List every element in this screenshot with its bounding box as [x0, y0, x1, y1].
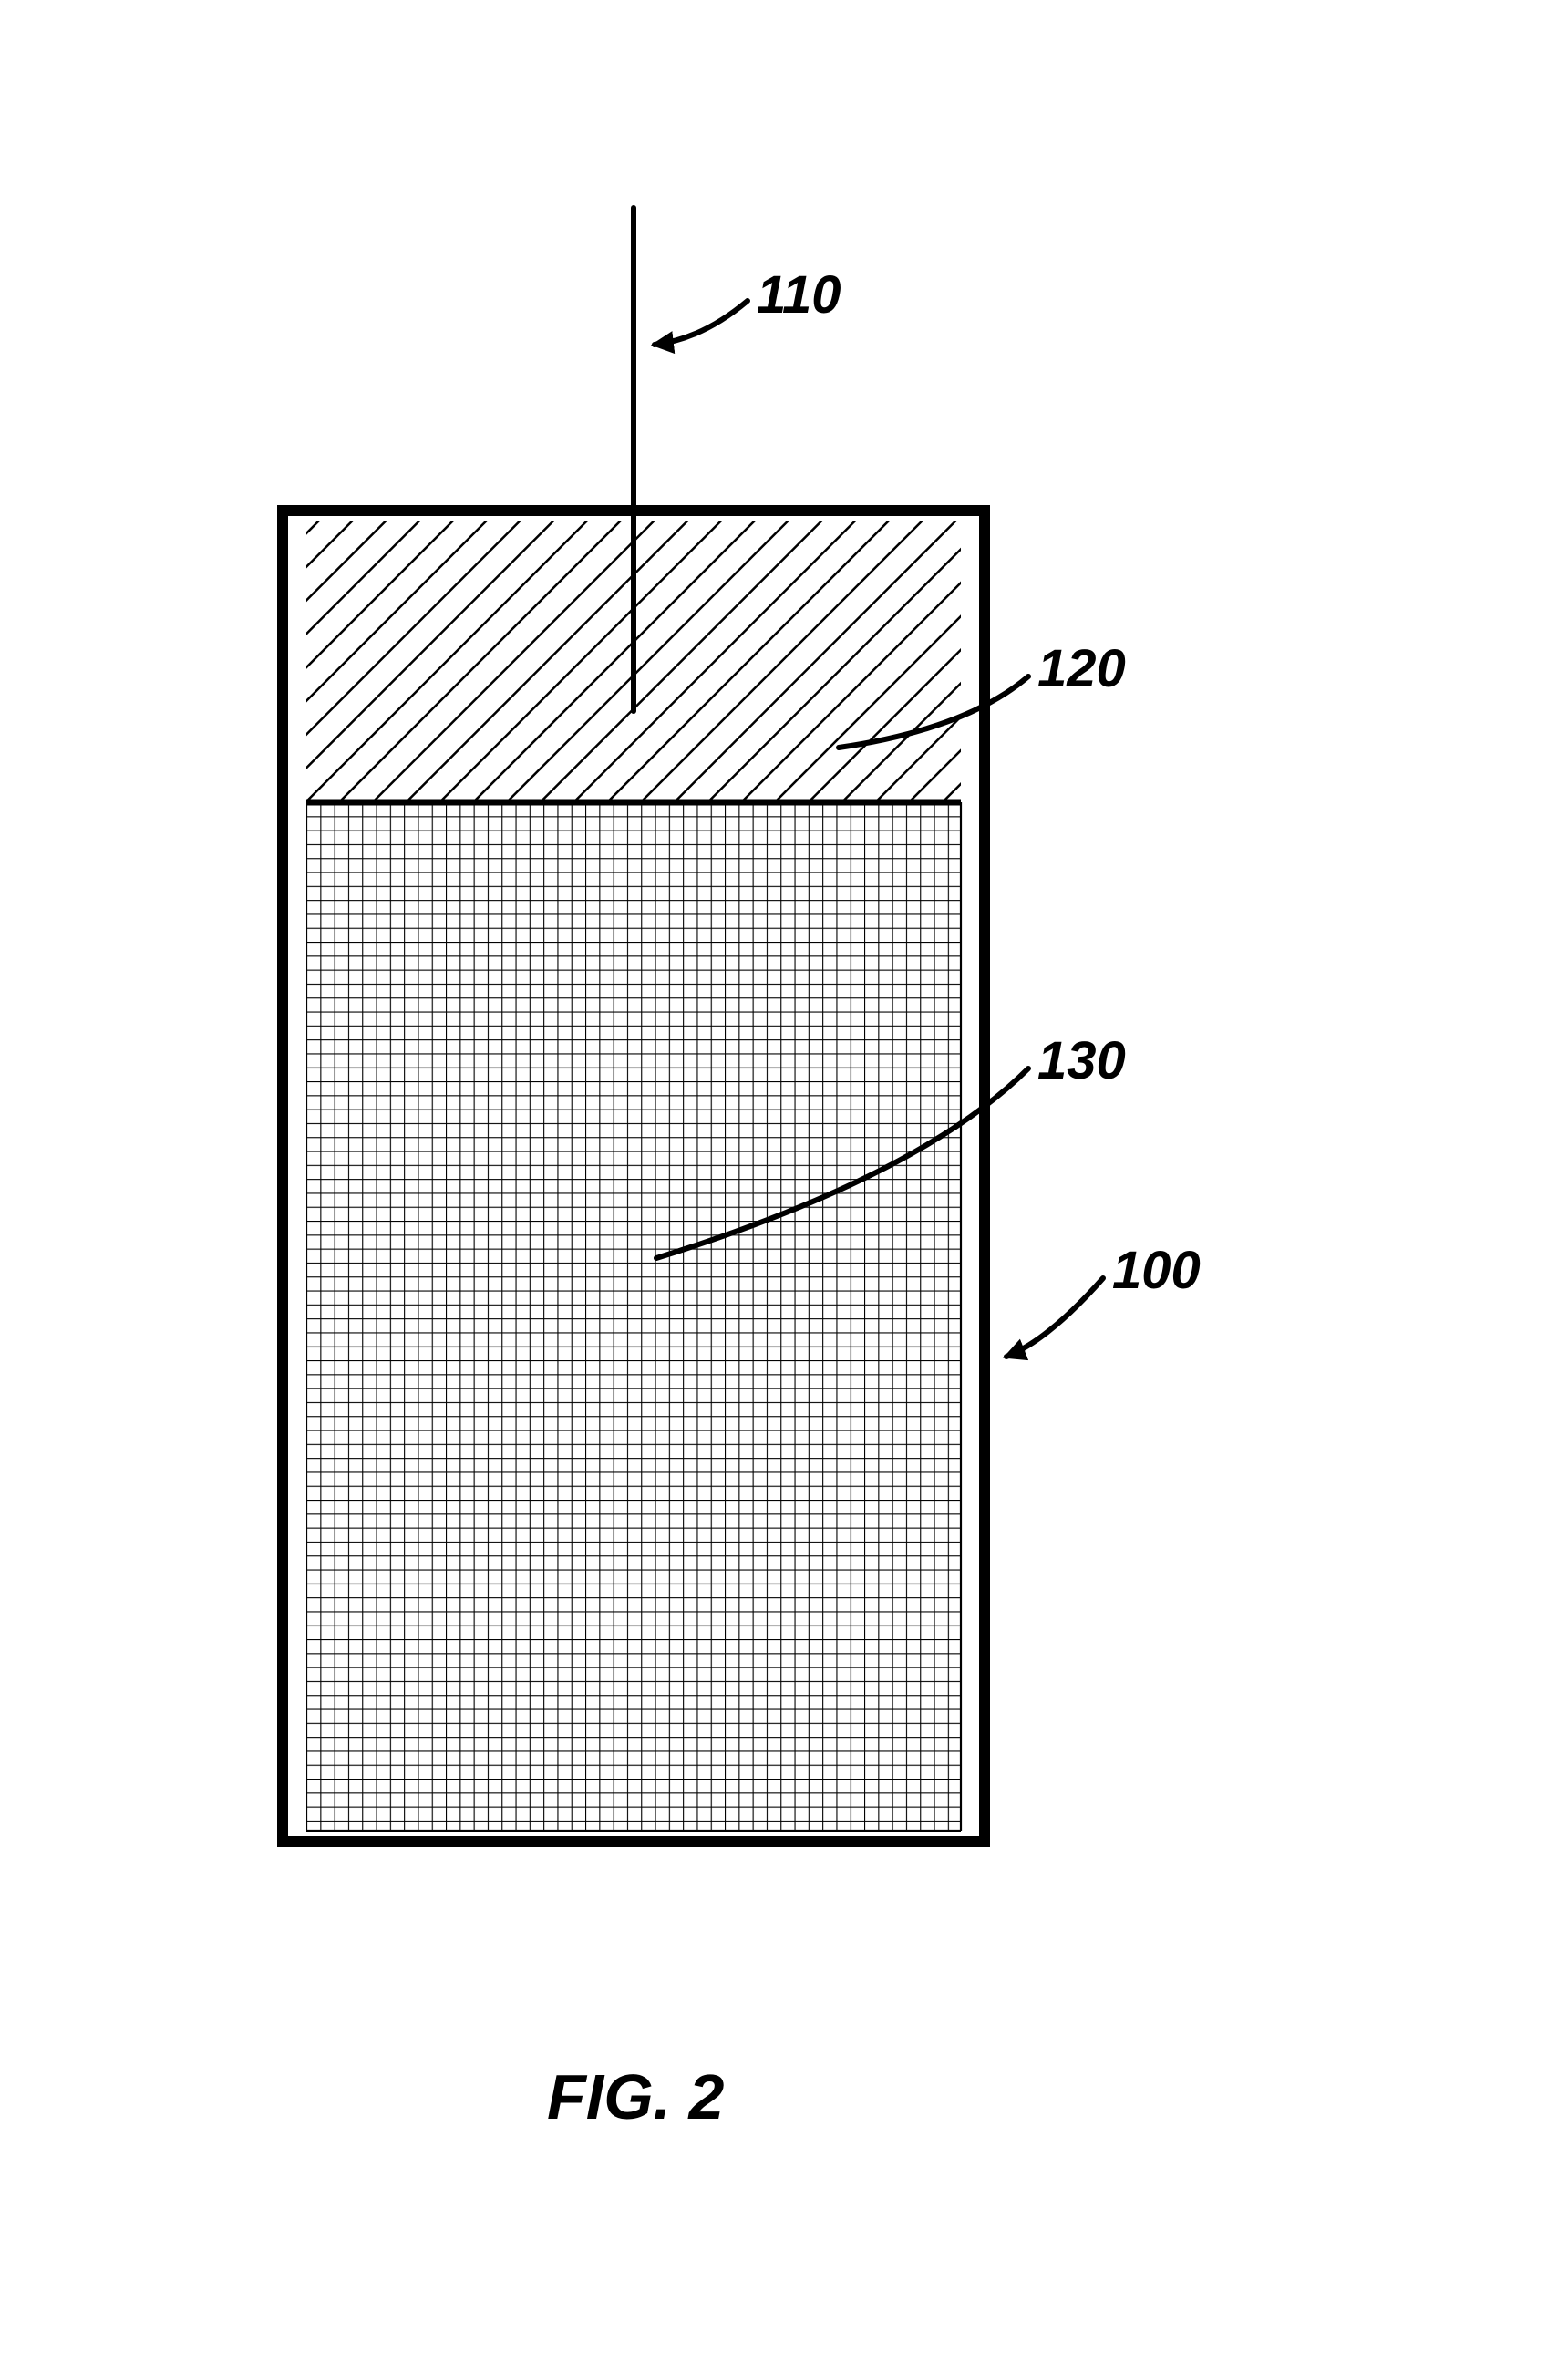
label-100: 100	[1112, 1240, 1201, 1301]
label-130: 130	[1037, 1030, 1126, 1091]
figure-caption: FIG. 2	[547, 2060, 724, 2133]
figure-stage: 110 120 130 100 FIG. 2	[0, 0, 1568, 2374]
label-110: 110	[757, 264, 841, 325]
figure-svg	[0, 0, 1568, 2374]
label-120: 120	[1037, 638, 1126, 699]
